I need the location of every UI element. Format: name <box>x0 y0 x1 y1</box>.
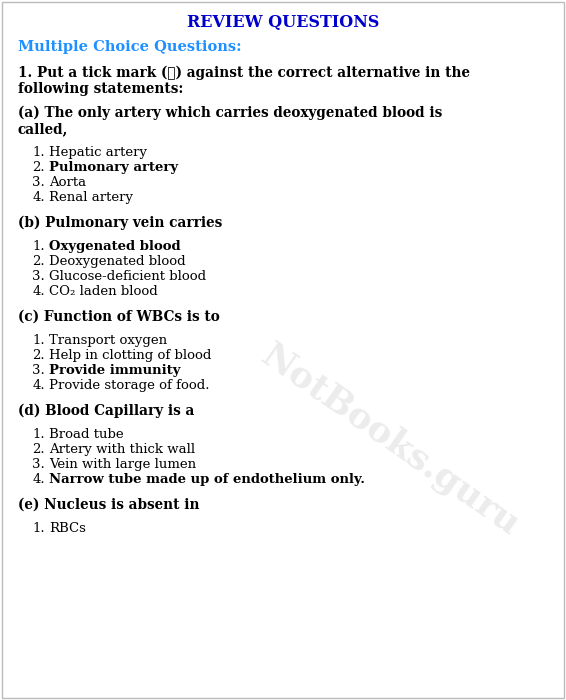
Text: Narrow tube made up of endothelium only.: Narrow tube made up of endothelium only. <box>49 473 365 486</box>
Text: 1.: 1. <box>32 146 45 159</box>
Text: Provide storage of food.: Provide storage of food. <box>49 379 209 392</box>
Text: (a) The only artery which carries deoxygenated blood is: (a) The only artery which carries deoxyg… <box>18 106 442 120</box>
Text: 4.: 4. <box>32 379 45 392</box>
Text: NotBooks.guru: NotBooks.guru <box>254 337 526 542</box>
Text: 1.: 1. <box>32 334 45 347</box>
Text: (b) Pulmonary vein carries: (b) Pulmonary vein carries <box>18 216 222 230</box>
Text: 1.: 1. <box>32 522 45 535</box>
Text: 3.: 3. <box>32 270 45 283</box>
Text: 3.: 3. <box>32 176 45 189</box>
Text: Aorta: Aorta <box>49 176 86 189</box>
Text: 2.: 2. <box>32 161 45 174</box>
Text: 2.: 2. <box>32 443 45 456</box>
Text: Hepatic artery: Hepatic artery <box>49 146 147 159</box>
Text: Multiple Choice Questions:: Multiple Choice Questions: <box>18 40 242 54</box>
Text: 3.: 3. <box>32 364 45 377</box>
Text: 2.: 2. <box>32 255 45 268</box>
Text: Renal artery: Renal artery <box>49 191 133 204</box>
Text: 3.: 3. <box>32 458 45 471</box>
Text: Help in clotting of blood: Help in clotting of blood <box>49 349 211 362</box>
Text: RBCs: RBCs <box>49 522 86 535</box>
Text: (c) Function of WBCs is to: (c) Function of WBCs is to <box>18 310 220 324</box>
Text: 4.: 4. <box>32 285 45 298</box>
Text: 1.: 1. <box>32 240 45 253</box>
Text: Provide immunity: Provide immunity <box>49 364 181 377</box>
Text: (e) Nucleus is absent in: (e) Nucleus is absent in <box>18 498 199 512</box>
Text: CO₂ laden blood: CO₂ laden blood <box>49 285 158 298</box>
Text: Deoxygenated blood: Deoxygenated blood <box>49 255 186 268</box>
Text: (d) Blood Capillary is a: (d) Blood Capillary is a <box>18 404 194 419</box>
Text: following statements:: following statements: <box>18 82 183 96</box>
Text: Artery with thick wall: Artery with thick wall <box>49 443 195 456</box>
Text: REVIEW QUESTIONS: REVIEW QUESTIONS <box>187 14 379 31</box>
Text: called,: called, <box>18 122 68 136</box>
Text: Broad tube: Broad tube <box>49 428 123 441</box>
Text: Pulmonary artery: Pulmonary artery <box>49 161 178 174</box>
Text: Transport oxygen: Transport oxygen <box>49 334 167 347</box>
Text: 4.: 4. <box>32 473 45 486</box>
Text: 4.: 4. <box>32 191 45 204</box>
Text: 2.: 2. <box>32 349 45 362</box>
Text: Vein with large lumen: Vein with large lumen <box>49 458 196 471</box>
Text: 1. Put a tick mark (✓) against the correct alternative in the: 1. Put a tick mark (✓) against the corre… <box>18 66 470 80</box>
Text: Glucose-deficient blood: Glucose-deficient blood <box>49 270 206 283</box>
Text: Oxygenated blood: Oxygenated blood <box>49 240 181 253</box>
Text: 1.: 1. <box>32 428 45 441</box>
